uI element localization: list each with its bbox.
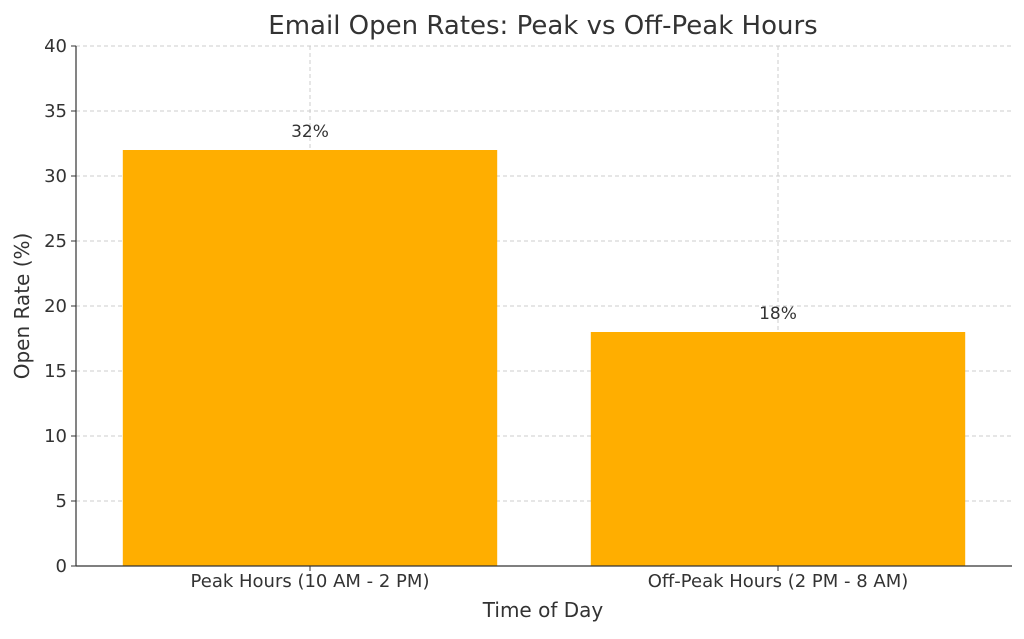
y-tick-label: 20	[44, 296, 67, 317]
bar-1	[590, 332, 966, 566]
y-tick-label: 15	[44, 361, 67, 382]
y-axis-title: Open Rate (%)	[10, 233, 34, 380]
bars-layer	[122, 150, 966, 566]
chart-title: Email Open Rates: Peak vs Off-Peak Hours	[268, 11, 817, 41]
bar-0	[122, 150, 498, 566]
y-tick-label: 30	[44, 166, 67, 187]
y-tick-label: 10	[44, 426, 67, 447]
y-tick-label: 40	[44, 36, 67, 57]
bar-data-label: 32%	[291, 122, 329, 142]
y-tick-label: 0	[56, 556, 67, 577]
axes-layer	[71, 45, 1012, 571]
x-tick-label: Peak Hours (10 AM - 2 PM)	[191, 571, 430, 592]
labels-layer: 0 5 10 15 20 25 30 35 40 32% Peak Hours (10 AM - 2…	[44, 36, 908, 592]
y-tick-label: 35	[44, 101, 67, 122]
x-axis-title: Time of Day	[482, 598, 604, 622]
x-tick-label: Off-Peak Hours (2 PM - 8 AM)	[648, 571, 909, 592]
y-tick-label: 5	[56, 491, 67, 512]
bar-data-label: 18%	[759, 304, 797, 324]
y-tick-label: 25	[44, 231, 67, 252]
